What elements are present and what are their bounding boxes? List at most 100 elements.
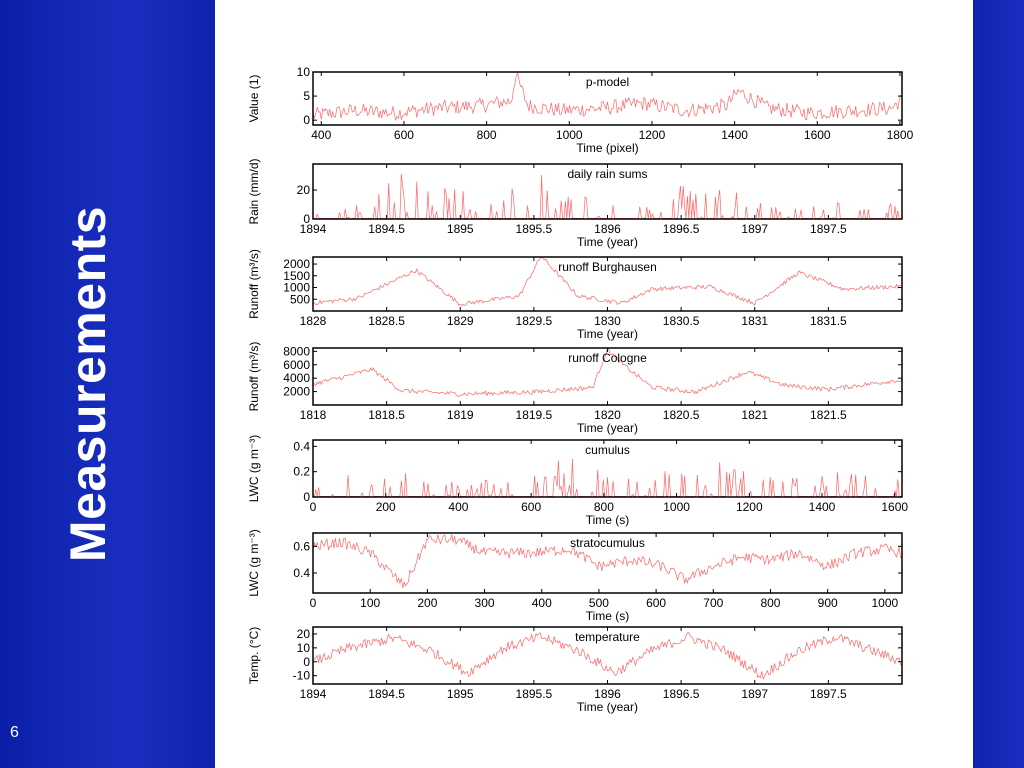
x-tick-label: 1831 bbox=[741, 314, 768, 328]
x-tick-label: 1896.5 bbox=[663, 222, 700, 236]
x-axis-label: Time (year) bbox=[577, 327, 638, 341]
chart-panel-3: 1828 1828.5 1829 1829.5 1830 1830.5 1831 1831.5… bbox=[247, 249, 903, 341]
x-tick-label: 700 bbox=[703, 596, 723, 610]
x-tick-label: 1600 bbox=[881, 500, 908, 514]
x-tick-label: 800 bbox=[594, 500, 614, 514]
y-axis-label: Value (1) bbox=[247, 75, 261, 123]
x-axis-label: Time (year) bbox=[577, 235, 638, 249]
x-axis-label: Time (pixel) bbox=[576, 141, 638, 155]
x-tick-label: 1894 bbox=[300, 222, 327, 236]
x-tick-label: 400 bbox=[311, 128, 331, 142]
x-tick-label: 400 bbox=[448, 500, 468, 514]
y-tick-label: 10 bbox=[297, 641, 311, 655]
x-tick-label: 1819.5 bbox=[516, 408, 553, 422]
x-tick-label: 600 bbox=[394, 128, 414, 142]
y-tick-label: 20 bbox=[297, 183, 311, 197]
y-tick-label: 2000 bbox=[283, 257, 310, 271]
x-tick-label: 1897 bbox=[741, 222, 768, 236]
x-tick-label: 1821.5 bbox=[810, 408, 847, 422]
x-tick-label: 1818 bbox=[300, 408, 327, 422]
chart-title: runoff Cologne bbox=[568, 351, 647, 365]
x-tick-label: 800 bbox=[477, 128, 497, 142]
x-tick-label: 1000 bbox=[556, 128, 583, 142]
y-tick-label: 1500 bbox=[283, 269, 310, 283]
x-tick-label: 1829.5 bbox=[516, 314, 553, 328]
x-tick-label: 1894.5 bbox=[368, 222, 405, 236]
y-tick-label: 0.4 bbox=[293, 566, 310, 580]
y-axis-label: Runoff (m³/s) bbox=[247, 342, 261, 412]
x-tick-label: 1896 bbox=[594, 687, 621, 701]
x-tick-label: 0 bbox=[310, 500, 317, 514]
x-tick-label: 1600 bbox=[804, 128, 831, 142]
y-tick-label: 0.2 bbox=[293, 465, 310, 479]
x-tick-label: 1895 bbox=[447, 222, 474, 236]
y-tick-label: 5 bbox=[303, 89, 310, 103]
x-tick-label: 1400 bbox=[809, 500, 836, 514]
x-tick-label: 300 bbox=[475, 596, 495, 610]
x-axis-label: Time (year) bbox=[577, 700, 638, 714]
chart-title: stratocumulus bbox=[570, 536, 645, 550]
x-tick-label: 200 bbox=[376, 500, 396, 514]
chart-panel-5: 0 200 400 600 800 1000 1200 1400 1600 0 0.2 0.4 cumu… bbox=[247, 435, 908, 527]
y-axis-label: Runoff (m³/s) bbox=[247, 249, 261, 319]
x-tick-label: 1000 bbox=[871, 596, 898, 610]
x-tick-label: 900 bbox=[818, 596, 838, 610]
x-tick-label: 1800 bbox=[887, 128, 914, 142]
chart-title: temperature bbox=[575, 630, 640, 644]
x-tick-label: 1829 bbox=[447, 314, 474, 328]
chart-title: p-model bbox=[586, 75, 629, 89]
x-tick-label: 1821 bbox=[741, 408, 768, 422]
x-tick-label: 1830 bbox=[594, 314, 621, 328]
x-tick-label: 1400 bbox=[721, 128, 748, 142]
x-tick-label: 1896.5 bbox=[663, 687, 700, 701]
x-tick-label: 1895.5 bbox=[516, 222, 553, 236]
y-tick-label: 0 bbox=[303, 113, 310, 127]
x-tick-label: 600 bbox=[646, 596, 666, 610]
x-tick-label: 1819 bbox=[447, 408, 474, 422]
chart-panel-1: 400 600 800 1000 1200 1400 1600 1800 0 5 10 p-model… bbox=[247, 65, 914, 155]
x-axis-label: Time (s) bbox=[586, 513, 630, 527]
y-tick-label: 2000 bbox=[283, 385, 310, 399]
chart-panel-6: 0 100 200 300 400 500 600 700 800 900 1000 0.4 0.6 st… bbox=[247, 529, 903, 623]
plot-frame bbox=[312, 532, 903, 594]
x-tick-label: 1895 bbox=[447, 687, 474, 701]
x-tick-label: 600 bbox=[521, 500, 541, 514]
y-tick-label: 0 bbox=[303, 655, 310, 669]
series-line bbox=[312, 632, 903, 680]
y-tick-label: 0.4 bbox=[293, 439, 310, 453]
x-tick-label: 1200 bbox=[736, 500, 763, 514]
x-tick-label: 1820 bbox=[594, 408, 621, 422]
x-axis-label: Time (s) bbox=[586, 609, 630, 623]
series-line bbox=[312, 534, 903, 588]
x-tick-label: 1897.5 bbox=[810, 222, 847, 236]
y-tick-label: 500 bbox=[290, 292, 310, 306]
y-axis-label: Temp. (°C) bbox=[247, 627, 261, 684]
x-tick-label: 1000 bbox=[663, 500, 690, 514]
y-tick-label: 4000 bbox=[283, 371, 310, 385]
x-tick-label: 100 bbox=[360, 596, 380, 610]
y-tick-label: 1000 bbox=[283, 281, 310, 295]
y-axis-label: LWC (g m⁻³) bbox=[247, 529, 261, 596]
slide-number: 6 bbox=[10, 724, 19, 741]
x-tick-label: 800 bbox=[760, 596, 780, 610]
y-axis-label: Rain (mm/d) bbox=[247, 158, 261, 224]
x-tick-label: 500 bbox=[589, 596, 609, 610]
y-tick-label: 20 bbox=[297, 627, 311, 641]
series-line bbox=[312, 71, 903, 122]
chart-title: daily rain sums bbox=[567, 167, 647, 181]
x-tick-label: 1897 bbox=[741, 687, 768, 701]
x-tick-label: 1894.5 bbox=[368, 687, 405, 701]
x-tick-label: 400 bbox=[532, 596, 552, 610]
series-line bbox=[313, 458, 902, 498]
chart-panel-7: 1894 1894.5 1895 1895.5 1896 1896.5 1897 1897.5… bbox=[247, 626, 903, 714]
plot-frame bbox=[312, 439, 903, 498]
y-tick-label: 0 bbox=[303, 490, 310, 504]
x-tick-label: 1828.5 bbox=[368, 314, 405, 328]
y-axis-label: LWC (g m⁻³) bbox=[247, 435, 261, 502]
x-tick-label: 0 bbox=[310, 596, 317, 610]
x-tick-label: 1200 bbox=[639, 128, 666, 142]
y-tick-label: 8000 bbox=[283, 344, 310, 358]
x-tick-label: 1830.5 bbox=[663, 314, 700, 328]
chart-panel-2: 1894 1894.5 1895 1895.5 1896 1896.5 1897 1897.5… bbox=[247, 158, 903, 249]
